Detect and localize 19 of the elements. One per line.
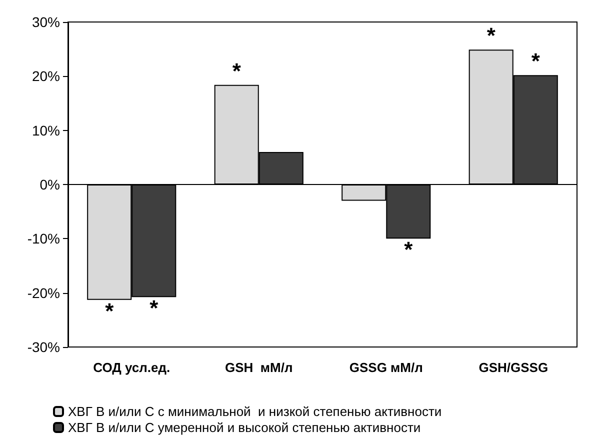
annotation: * [232, 58, 242, 84]
annotation: * [486, 23, 496, 48]
annotation: * [105, 298, 114, 324]
x-tick-label: GSH мМ/л [225, 360, 293, 375]
x-tick-label: СОД усл.ед. [93, 360, 170, 375]
x-tick-label: GSSG мМ/л [349, 360, 423, 375]
y-tick-label: 0% [40, 176, 60, 192]
y-tick-label: 20% [32, 68, 60, 84]
annotation: * [404, 237, 414, 262]
y-tick-label: -10% [27, 230, 60, 247]
y-tick-label: -20% [27, 284, 60, 301]
legend-label: ХВГ В и/или С с минимальной и низкой степенью активности [68, 404, 442, 419]
x-tick-label: GSH/GSSG [478, 360, 548, 375]
y-tick-label: -30% [27, 339, 60, 355]
y-tick-label: 10% [32, 122, 60, 138]
y-tick-label: 30% [32, 14, 60, 30]
legend-label: ХВГ В и/или С умеренной и высокой степенью активности [68, 420, 421, 435]
annotation: * [531, 48, 540, 74]
annotation: * [150, 296, 159, 321]
